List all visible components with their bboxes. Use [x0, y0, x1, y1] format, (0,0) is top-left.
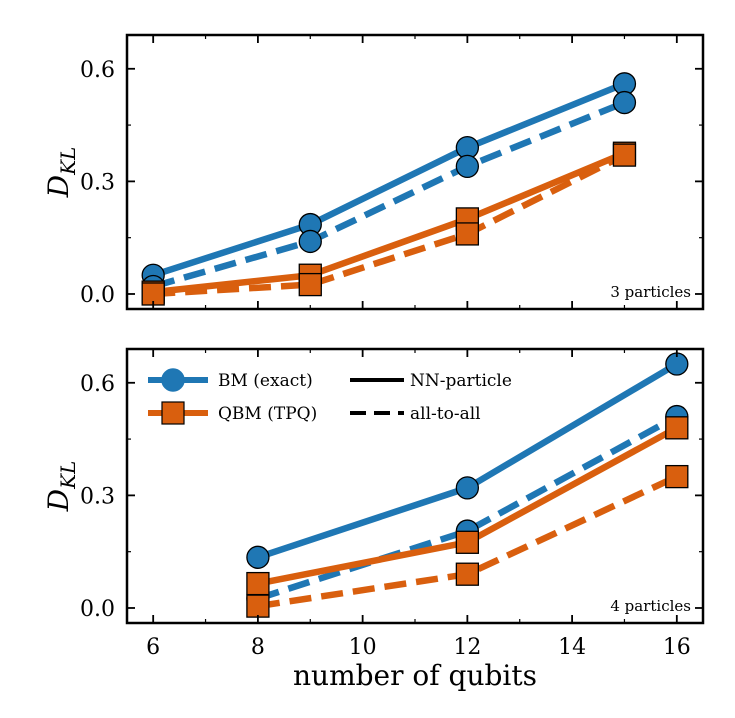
qbm-nn-particle-point: [246, 571, 270, 596]
legend-dashed-label: all-to-all: [410, 404, 481, 424]
x-tick-label: 10: [349, 635, 377, 660]
ticks: 0.0 0.3 0.6: [80, 35, 703, 309]
x-tick-label: 6: [146, 635, 160, 660]
bm-all-to-all-line: [152, 99, 626, 290]
y-tick-label: 0.6: [80, 58, 115, 83]
qbm-all-to-all-point: [246, 594, 270, 618]
legend-solid-label: NN-particle: [410, 371, 512, 391]
x-tick-label: 16: [663, 635, 691, 660]
y-axis-label: DKL: [42, 147, 80, 199]
qbm-all-to-all-point: [455, 222, 480, 246]
legend: BM (exact) QBM (TPQ) NN-particle all-to-…: [148, 368, 512, 425]
bm-all-to-all-line: [256, 413, 679, 602]
y-axis-label: DKL: [42, 461, 80, 513]
panel-4-particles: 6 8 10 12 14 16 0.0 0.3 0.6 DKL 4 particles BM (…: [42, 347, 705, 660]
y-axis-label-main: DKL: [42, 147, 80, 199]
qbm-all-to-all-point: [298, 272, 322, 297]
x-tick-label: 12: [453, 635, 481, 660]
panel-annotation: 3 particles: [610, 283, 691, 301]
bm-nn-particle-point: [455, 476, 480, 500]
bm-nn-particle-point: [246, 545, 270, 569]
legend-qbm-label: QBM (TPQ): [218, 404, 317, 424]
panel-3-particles: 0.0 0.3 0.6 DKL 3 particles: [42, 33, 705, 311]
bm-all-to-all-point: [612, 90, 637, 115]
x-axis-label: number of qubits: [293, 659, 537, 692]
y-axis-label-main: DKL: [42, 461, 80, 513]
bm-all-to-all-point: [455, 154, 480, 179]
qbm-nn-particle-point: [665, 416, 689, 440]
qbm-all-to-all-point: [455, 562, 480, 586]
qbm-all-to-all-point: [612, 143, 637, 167]
legend-bm-label: BM (exact): [218, 371, 313, 391]
y-tick-label: 0.0: [80, 597, 115, 622]
series-markers: [141, 72, 637, 306]
bm-all-to-all-point: [298, 229, 322, 254]
y-tick-label: 0.3: [80, 170, 115, 195]
x-tick-label: 8: [251, 635, 265, 660]
x-tick-label: 14: [558, 635, 586, 660]
series-lines: [152, 80, 626, 298]
qbm-all-to-all-point: [665, 464, 689, 489]
legend-qbm-marker: [161, 401, 185, 425]
y-tick-label: 0.6: [80, 372, 115, 397]
series-markers: [246, 352, 689, 618]
ticks: 6 8 10 12 14 16 0.0 0.3 0.6: [80, 349, 703, 660]
y-tick-label: 0.3: [80, 484, 115, 509]
qbm-nn-particle-line: [152, 150, 626, 296]
series-layer: [141, 72, 637, 306]
qbm-all-to-all-line: [152, 152, 626, 298]
series-layer: [246, 352, 689, 618]
y-tick-label: 0.0: [80, 283, 115, 308]
qbm-nn-particle-point: [455, 530, 480, 554]
bm-nn-particle-line: [152, 80, 626, 279]
panel-annotation: 4 particles: [610, 597, 691, 615]
legend-bm-marker: [161, 368, 185, 392]
